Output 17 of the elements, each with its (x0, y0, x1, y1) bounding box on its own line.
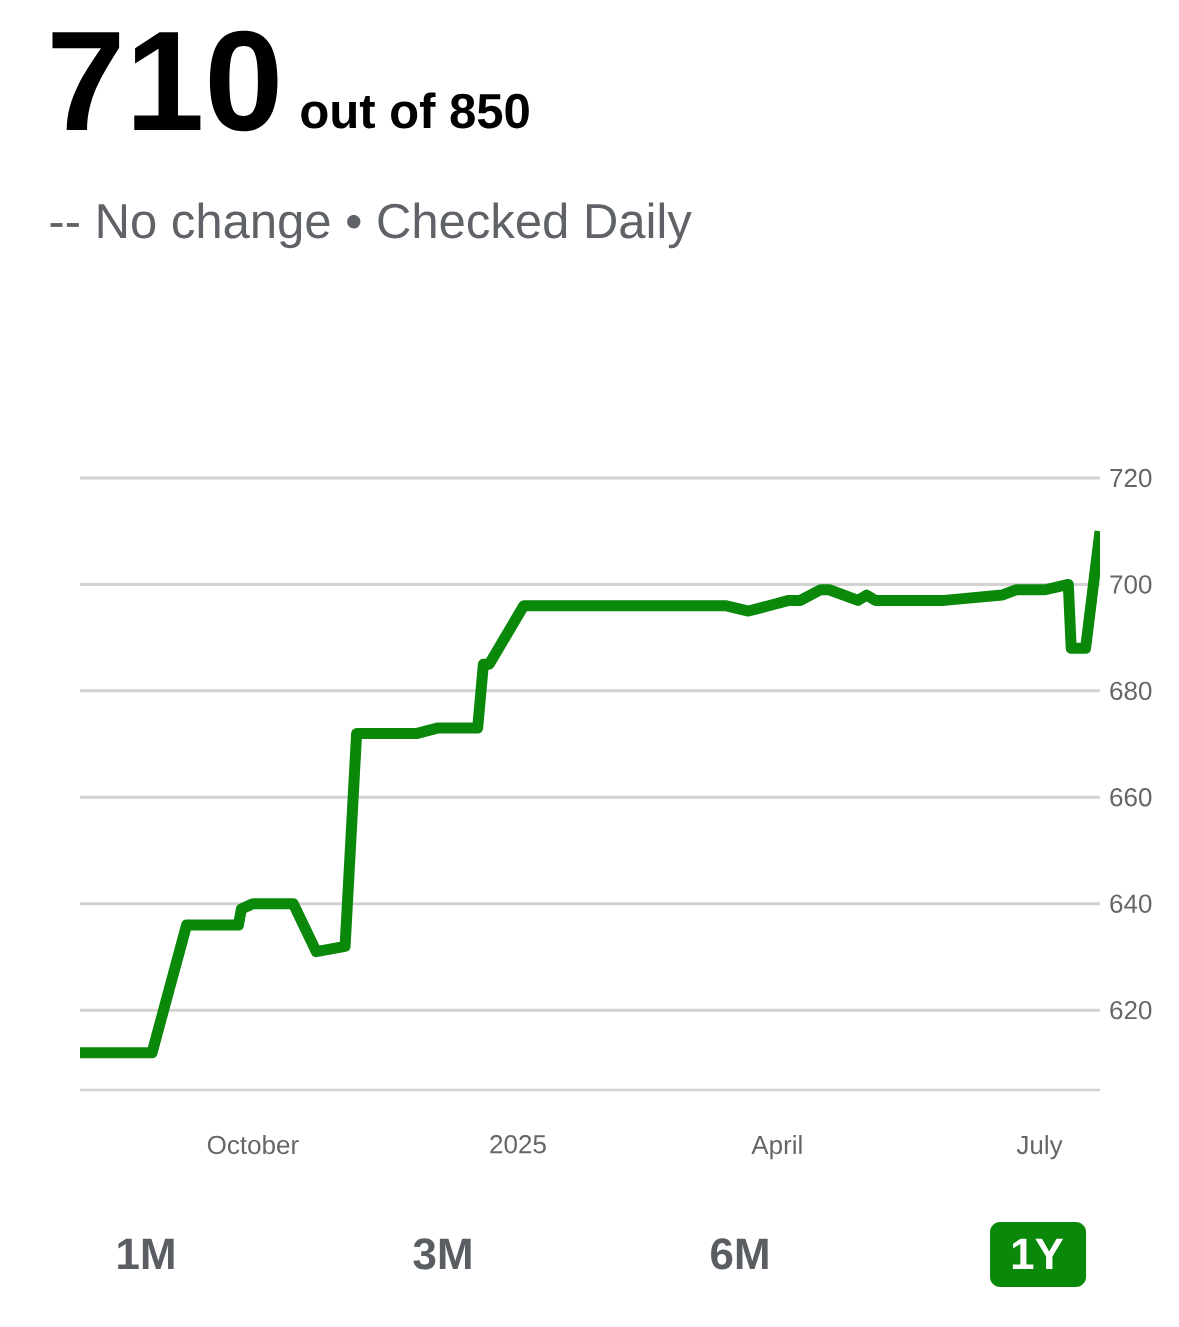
y-tick-label: 680 (1110, 681, 1152, 701)
x-tick-label: October (207, 1135, 299, 1155)
text: 3M (413, 1238, 471, 1270)
y-tick-label: 720 (1110, 468, 1152, 488)
y-tick-label: 620 (1110, 1000, 1152, 1020)
x-tick-label: 2025 (490, 1135, 546, 1154)
y-tick-label: 640 (1110, 894, 1152, 913)
x-tick-label: July (1016, 1135, 1063, 1160)
text: 1Y (1012, 1238, 1064, 1269)
x-tick-label: April (751, 1135, 802, 1160)
chart-subtitle: out of 850 (301, 92, 529, 129)
y-tick-label: 660 (1110, 788, 1152, 807)
chart-title: 710 (52, 30, 278, 132)
text: 6M (711, 1238, 768, 1270)
text: -- No change • Checked Daily (50, 202, 692, 249)
text: 1M (118, 1238, 174, 1269)
y-tick-label: 700 (1110, 575, 1152, 594)
